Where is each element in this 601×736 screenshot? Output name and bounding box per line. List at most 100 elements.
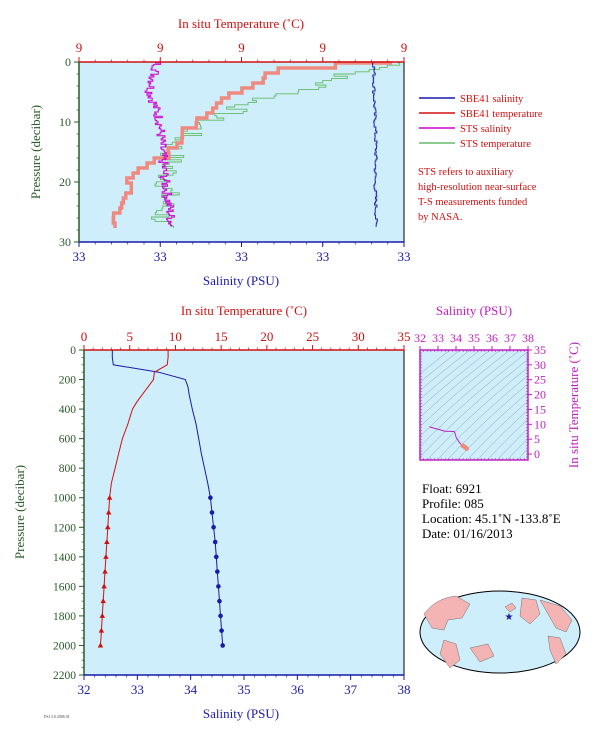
sbe41-salinity-point: [209, 510, 215, 515]
top-temp-tick-label: 9: [238, 40, 245, 55]
main-temp-tick-label: 5: [126, 329, 133, 344]
ts-density-contour: [420, 359, 528, 458]
main-temp-tick-label: 20: [260, 329, 273, 344]
ts-density-contour: [420, 351, 528, 447]
ts-density-contour: [420, 350, 501, 418]
top-panel-ticks: 9 9 9 9 9 33 33 33 33 33 0 10 20 30: [59, 40, 411, 264]
main-pressure-tick-label: 1000: [53, 493, 76, 505]
top-pressure-tick-label: 30: [59, 235, 71, 249]
ts-panel-temperature-axis-label: In situ Temperature (˚C): [566, 342, 581, 468]
main-panel-temperature-axis-label: In situ Temperature (˚C): [181, 303, 307, 318]
sbe41-temperature-point: [103, 553, 109, 559]
top-panel-legend: SBE41 salinity SBE41 temperature STS sal…: [419, 94, 543, 150]
main-panel-pressure-axis-label: Pressure (decibar): [12, 465, 27, 559]
top-temp-tick-label: 9: [157, 40, 164, 55]
main-pressure-tick-label: 400: [59, 404, 77, 416]
sbe41-temperature-point: [105, 509, 112, 515]
sts-note-line-2: high-resolution near-surface: [418, 182, 537, 193]
profile-date: Date: 01/16/2013: [422, 526, 513, 541]
top-panel-pressure-axis-label: Pressure (decibar): [28, 105, 43, 199]
ts-density-contour: [456, 391, 528, 460]
sbe41-temperature-point: [101, 583, 107, 589]
float-id: Float: 6921: [422, 481, 482, 496]
ts-density-contour: [436, 375, 528, 460]
main-temp-tick-label: 15: [215, 329, 228, 344]
main-pressure-tick-label: 2200: [53, 670, 76, 682]
top-pressure-tick-label: 10: [59, 115, 71, 129]
sbe41-salinity-point: [212, 539, 218, 545]
main-pressure-tick-label: 2000: [53, 640, 76, 652]
sbe41-temperature-point: [102, 568, 108, 574]
sbe41-temperature-trace: [111, 61, 393, 228]
main-salinity-tick-label: 34: [184, 682, 198, 697]
world-map: ★: [419, 590, 581, 674]
sbe41-salinity-point: [211, 524, 216, 530]
main-pressure-tick-label: 0: [70, 345, 76, 357]
main-temp-tick-label: 30: [352, 329, 365, 344]
ts-density-contour: [420, 350, 511, 427]
ts-density-contour: [506, 437, 528, 460]
sbe41-temperature-point: [105, 524, 111, 530]
sbe41-salinity-trace: [372, 62, 378, 227]
sts-salinity-line: [144, 62, 175, 227]
sts-note-line-4: by NASA.: [418, 212, 462, 223]
ts-temperature-tick-label: 10: [534, 417, 546, 431]
ts-temperature-tick-label: 25: [534, 373, 546, 387]
top-temp-tick-label: 9: [320, 40, 327, 55]
main-temp-tick-label: 35: [398, 329, 411, 344]
sbe41-temperature-point: [104, 539, 110, 545]
top-salinity-tick-label: 33: [154, 249, 167, 264]
sbe41-salinity-point: [219, 628, 224, 633]
ts-density-contours: [420, 350, 528, 460]
main-pressure-tick-label: 1600: [53, 581, 76, 593]
sbe41-temperature-point: [97, 642, 104, 648]
sts-note-line-1: STS refers to auxiliary: [418, 167, 514, 178]
sbe41-salinity-point: [216, 584, 221, 589]
float-position-marker: ★: [505, 612, 514, 623]
top-salinity-tick-label: 33: [73, 249, 86, 264]
main-panel-ticks: 0 5 10 15 20 25 30 35 32 33 34 35 36 37 38 0 200 400 600 80…: [53, 329, 411, 697]
top-salinity-tick-label: 33: [235, 249, 248, 264]
main-temp-tick-label: 10: [169, 329, 182, 344]
main-pressure-tick-label: 600: [59, 434, 77, 446]
legend-label-sbe41-temperature: SBE41 temperature: [460, 109, 543, 120]
top-salinity-tick-label: 33: [316, 249, 329, 264]
sts-note: STS refers to auxiliary high-resolution …: [418, 167, 537, 223]
ts-temperature-tick-label: 15: [534, 402, 546, 416]
ts-salinity-tick-label: 38: [522, 331, 534, 345]
main-panel-salinity-axis-label: Salinity (PSU): [203, 706, 279, 721]
main-salinity-tick-label: 35: [238, 682, 251, 697]
legend-label-sts-salinity: STS salinity: [460, 124, 512, 135]
top-pressure-tick-label: 0: [65, 55, 71, 69]
sbe41-salinity-point: [208, 495, 213, 501]
main-temp-tick-label: 25: [306, 329, 319, 344]
ts-salinity-tick-label: 32: [414, 331, 426, 345]
main-salinity-tick-label: 38: [398, 682, 411, 697]
top-panel: 9 9 9 9 9 33 33 33 33 33 0 10 20 30 In situ Temperatu…: [28, 16, 543, 288]
ts-temperature-tick-label: 30: [534, 358, 546, 372]
ts-profile-point: [464, 446, 469, 451]
sbe41-salinity-point: [220, 643, 225, 648]
ts-density-contour: [420, 350, 481, 400]
top-panel-salinity-axis-label: Salinity (PSU): [203, 273, 279, 288]
main-pressure-tick-label: 800: [59, 463, 77, 475]
ts-density-contour: [486, 418, 528, 460]
ts-salinity-tick-label: 35: [468, 331, 480, 345]
float-location: Location: 45.1˚N -133.8˚E: [422, 511, 561, 526]
main-panel-background: [83, 349, 405, 676]
ts-panel-salinity-axis-label: Salinity (PSU): [436, 303, 512, 318]
ts-panel-background: [420, 350, 528, 460]
top-panel-traces: [111, 61, 401, 228]
sbe41-salinity-point: [218, 613, 223, 619]
sts-note-line-3: T-S measurements funded: [418, 197, 528, 208]
ts-density-contour: [476, 409, 528, 460]
ts-salinity-tick-label: 33: [432, 331, 444, 345]
legend-label-sbe41-salinity: SBE41 salinity: [460, 94, 524, 105]
sbe41-salinity-point: [215, 569, 220, 574]
sbe41-temperature-point: [98, 627, 105, 633]
main-pressure-tick-label: 1200: [53, 522, 76, 534]
ts-temperature-tick-label: 20: [534, 388, 546, 402]
